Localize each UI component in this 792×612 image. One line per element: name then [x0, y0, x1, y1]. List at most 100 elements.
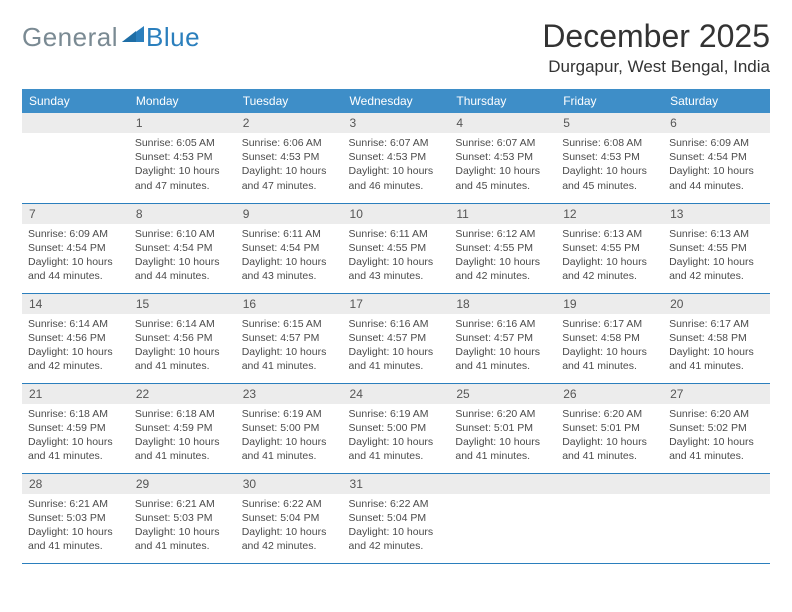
daylight-line: Daylight: 10 hours and 41 minutes. [669, 435, 764, 463]
day-number: 4 [449, 113, 556, 133]
sunset-line: Sunset: 4:54 PM [135, 241, 230, 255]
logo-triangle-icon [122, 24, 144, 47]
day-number: 25 [449, 384, 556, 404]
day-details: Sunrise: 6:09 AMSunset: 4:54 PMDaylight:… [22, 224, 129, 290]
daylight-line: Daylight: 10 hours and 41 minutes. [349, 435, 444, 463]
sunrise-line: Sunrise: 6:05 AM [135, 136, 230, 150]
weekday-header: Thursday [449, 89, 556, 113]
day-details: Sunrise: 6:16 AMSunset: 4:57 PMDaylight:… [343, 314, 450, 380]
sunset-line: Sunset: 5:04 PM [242, 511, 337, 525]
calendar-cell: 9Sunrise: 6:11 AMSunset: 4:54 PMDaylight… [236, 203, 343, 293]
day-details: Sunrise: 6:11 AMSunset: 4:54 PMDaylight:… [236, 224, 343, 290]
daylight-line: Daylight: 10 hours and 45 minutes. [455, 164, 550, 192]
daylight-line: Daylight: 10 hours and 41 minutes. [455, 435, 550, 463]
sunset-line: Sunset: 4:55 PM [455, 241, 550, 255]
day-number: 9 [236, 204, 343, 224]
weekday-header: Wednesday [343, 89, 450, 113]
day-details: Sunrise: 6:17 AMSunset: 4:58 PMDaylight:… [663, 314, 770, 380]
daylight-line: Daylight: 10 hours and 42 minutes. [28, 345, 123, 373]
day-number: 20 [663, 294, 770, 314]
day-number: 18 [449, 294, 556, 314]
day-details: Sunrise: 6:14 AMSunset: 4:56 PMDaylight:… [129, 314, 236, 380]
daylight-line: Daylight: 10 hours and 42 minutes. [242, 525, 337, 553]
weekday-header: Monday [129, 89, 236, 113]
sunset-line: Sunset: 4:54 PM [28, 241, 123, 255]
location-subtitle: Durgapur, West Bengal, India [542, 57, 770, 77]
calendar-cell: 13Sunrise: 6:13 AMSunset: 4:55 PMDayligh… [663, 203, 770, 293]
calendar-week-row: 28Sunrise: 6:21 AMSunset: 5:03 PMDayligh… [22, 473, 770, 563]
daylight-line: Daylight: 10 hours and 41 minutes. [28, 435, 123, 463]
sunset-line: Sunset: 4:59 PM [28, 421, 123, 435]
calendar-cell: 7Sunrise: 6:09 AMSunset: 4:54 PMDaylight… [22, 203, 129, 293]
day-details: Sunrise: 6:14 AMSunset: 4:56 PMDaylight:… [22, 314, 129, 380]
calendar-cell: 20Sunrise: 6:17 AMSunset: 4:58 PMDayligh… [663, 293, 770, 383]
day-details: Sunrise: 6:09 AMSunset: 4:54 PMDaylight:… [663, 133, 770, 199]
daylight-line: Daylight: 10 hours and 47 minutes. [135, 164, 230, 192]
day-details: Sunrise: 6:12 AMSunset: 4:55 PMDaylight:… [449, 224, 556, 290]
day-details: Sunrise: 6:20 AMSunset: 5:01 PMDaylight:… [556, 404, 663, 470]
title-block: December 2025 Durgapur, West Bengal, Ind… [542, 18, 770, 77]
day-number: 12 [556, 204, 663, 224]
daylight-line: Daylight: 10 hours and 43 minutes. [349, 255, 444, 283]
sunrise-line: Sunrise: 6:09 AM [669, 136, 764, 150]
sunset-line: Sunset: 4:56 PM [135, 331, 230, 345]
day-details: Sunrise: 6:16 AMSunset: 4:57 PMDaylight:… [449, 314, 556, 380]
sunset-line: Sunset: 5:03 PM [135, 511, 230, 525]
daylight-line: Daylight: 10 hours and 41 minutes. [349, 345, 444, 373]
calendar-page: General Blue December 2025 Durgapur, Wes… [0, 0, 792, 612]
sunset-line: Sunset: 4:54 PM [242, 241, 337, 255]
weekday-header: Friday [556, 89, 663, 113]
day-details: Sunrise: 6:19 AMSunset: 5:00 PMDaylight:… [343, 404, 450, 470]
sunset-line: Sunset: 4:59 PM [135, 421, 230, 435]
sunset-line: Sunset: 4:58 PM [669, 331, 764, 345]
calendar-cell: 22Sunrise: 6:18 AMSunset: 4:59 PMDayligh… [129, 383, 236, 473]
day-number [22, 113, 129, 133]
weekday-header-row: SundayMondayTuesdayWednesdayThursdayFrid… [22, 89, 770, 113]
sunset-line: Sunset: 4:58 PM [562, 331, 657, 345]
day-details: Sunrise: 6:06 AMSunset: 4:53 PMDaylight:… [236, 133, 343, 199]
calendar-cell: 28 Sunrise: 6:21 AMSunset: 5:03 PMDayligh… [22, 473, 129, 563]
day-number: 24 [343, 384, 450, 404]
sunset-line: Sunset: 5:03 PM [28, 511, 123, 525]
daylight-line: Daylight: 10 hours and 45 minutes. [562, 164, 657, 192]
logo-text-part2: Blue [146, 22, 200, 53]
day-number [449, 474, 556, 494]
sunset-line: Sunset: 4:53 PM [242, 150, 337, 164]
sunset-line: Sunset: 4:53 PM [562, 150, 657, 164]
calendar-thead: SundayMondayTuesdayWednesdayThursdayFrid… [22, 89, 770, 113]
daylight-line: Daylight: 10 hours and 41 minutes. [669, 345, 764, 373]
day-number: 21 [22, 384, 129, 404]
sunrise-line: Sunrise: 6:18 AM [28, 407, 123, 421]
calendar-cell: 29Sunrise: 6:21 AMSunset: 5:03 PMDayligh… [129, 473, 236, 563]
day-number [663, 474, 770, 494]
day-details: Sunrise: 6:21 AMSunset: 5:03 PMDaylight:… [129, 494, 236, 560]
calendar-cell: 21 Sunrise: 6:18 AMSunset: 4:59 PMDayligh… [22, 383, 129, 473]
sunrise-line: Sunrise: 6:17 AM [669, 317, 764, 331]
sunrise-line: Sunrise: 6:09 AM [28, 227, 123, 241]
daylight-line: Daylight: 10 hours and 41 minutes. [28, 525, 123, 553]
sunrise-line: Sunrise: 6:08 AM [562, 136, 657, 150]
sunrise-line: Sunrise: 6:12 AM [455, 227, 550, 241]
calendar-cell: 5Sunrise: 6:08 AMSunset: 4:53 PMDaylight… [556, 113, 663, 203]
sunset-line: Sunset: 4:56 PM [28, 331, 123, 345]
month-title: December 2025 [542, 18, 770, 55]
day-number: 13 [663, 204, 770, 224]
weekday-header: Sunday [22, 89, 129, 113]
calendar-cell: 14Sunrise: 6:14 AMSunset: 4:56 PMDayligh… [22, 293, 129, 383]
sunset-line: Sunset: 4:54 PM [669, 150, 764, 164]
day-details: Sunrise: 6:07 AMSunset: 4:53 PMDaylight:… [449, 133, 556, 199]
calendar-cell: 10Sunrise: 6:11 AMSunset: 4:55 PMDayligh… [343, 203, 450, 293]
day-number: 31 [343, 474, 450, 494]
sunrise-line: Sunrise: 6:16 AM [349, 317, 444, 331]
calendar-cell: 17Sunrise: 6:16 AMSunset: 4:57 PMDayligh… [343, 293, 450, 383]
daylight-line: Daylight: 10 hours and 41 minutes. [242, 345, 337, 373]
calendar-cell: 26Sunrise: 6:20 AMSunset: 5:01 PMDayligh… [556, 383, 663, 473]
day-number: 11 [449, 204, 556, 224]
sunset-line: Sunset: 5:02 PM [669, 421, 764, 435]
sunset-line: Sunset: 5:00 PM [242, 421, 337, 435]
daylight-line: Daylight: 10 hours and 47 minutes. [242, 164, 337, 192]
sunrise-line: Sunrise: 6:21 AM [28, 497, 123, 511]
day-number: 30 [236, 474, 343, 494]
weekday-header: Tuesday [236, 89, 343, 113]
day-number: 28 [22, 474, 129, 494]
